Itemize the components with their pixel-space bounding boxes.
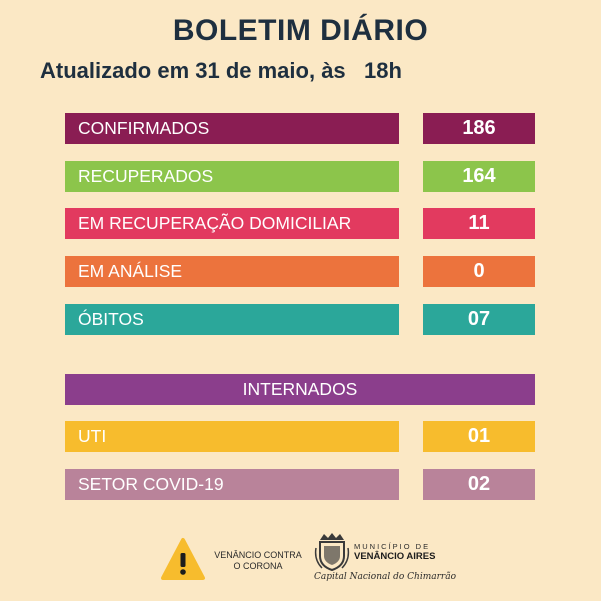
stat-row-uti: UTI 01 (65, 421, 535, 452)
stat-label: CONFIRMADOS (65, 113, 399, 144)
stat-value: 0 (423, 256, 535, 287)
stat-row-obitos: ÓBITOS 07 (65, 304, 535, 335)
stat-value: 02 (423, 469, 535, 500)
municipio-slogan: Capital Nacional do Chimarrão (314, 572, 456, 582)
municipality-logo: MUNICÍPIO DE VENÂNCIO AIRES Capital Naci… (314, 530, 474, 590)
stat-row-em-analise: EM ANÁLISE 0 (65, 256, 535, 287)
stat-row-confirmados: CONFIRMADOS 186 (65, 113, 535, 144)
campaign-text: VENÂNCIO CONTRA O CORONA (210, 550, 306, 572)
stat-row-em-recuperacao: EM RECUPERAÇÃO DOMICILIAR 11 (65, 208, 535, 239)
stat-label: ÓBITOS (65, 304, 399, 335)
stat-label: UTI (65, 421, 399, 452)
internados-header: INTERNADOS (65, 374, 535, 405)
municipal-crest-icon (314, 533, 350, 572)
stat-label: SETOR COVID-19 (65, 469, 399, 500)
update-subtitle: Atualizado em 31 de maio, às 18h (40, 58, 402, 83)
municipio-label: MUNICÍPIO DE (354, 542, 431, 551)
stat-value: 01 (423, 421, 535, 452)
page-title: BOLETIM DIÁRIO (172, 14, 429, 47)
stat-row-recuperados: RECUPERADOS 164 (65, 161, 535, 192)
municipio-name: VENÂNCIO AIRES (354, 551, 436, 562)
stat-label: RECUPERADOS (65, 161, 399, 192)
stat-value: 07 (423, 304, 535, 335)
stat-row-setor-covid: SETOR COVID-19 02 (65, 469, 535, 500)
stat-label: EM ANÁLISE (65, 256, 399, 287)
campaign-line-2: O CORONA (233, 561, 283, 571)
stat-value: 186 (423, 113, 535, 144)
campaign-logo: VENÂNCIO CONTRA O CORONA (160, 535, 310, 585)
stat-label: EM RECUPERAÇÃO DOMICILIAR (65, 208, 399, 239)
stat-value: 11 (423, 208, 535, 239)
warning-triangle-icon (161, 538, 205, 580)
stat-value: 164 (423, 161, 535, 192)
campaign-line-1: VENÂNCIO CONTRA (214, 550, 302, 560)
